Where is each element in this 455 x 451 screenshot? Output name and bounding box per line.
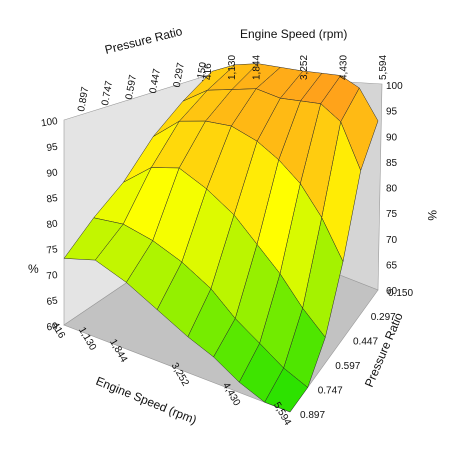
z-tick-right: 60 xyxy=(386,286,398,297)
y-tick-top: 0.597 xyxy=(124,74,139,101)
surface-cell xyxy=(63,217,124,261)
z-axis-title-right: % xyxy=(425,210,439,221)
x-tick-top: 416 xyxy=(203,63,214,80)
x-axis-title-top: Engine Speed (rpm) xyxy=(240,27,347,41)
z-tick-right: 95 xyxy=(386,107,398,118)
z-tick-left: 70 xyxy=(46,270,59,283)
z-tick-left: 75 xyxy=(46,244,59,257)
y-tick-bottom: 0.897 xyxy=(300,410,325,421)
z-tick-right: 90 xyxy=(386,132,398,143)
y-tick-bottom: 0.150 xyxy=(388,288,413,299)
x-tick-top: 3,252 xyxy=(299,55,310,80)
z-tick-right: 100 xyxy=(386,81,403,92)
y-tick-bottom: 0.747 xyxy=(318,386,343,397)
y-tick-top: 0.297 xyxy=(172,61,187,88)
y-tick-bottom: 0.447 xyxy=(353,337,378,348)
y-tick-bottom: 0.297 xyxy=(371,312,396,323)
z-tick-right: 65 xyxy=(386,260,398,271)
surface-mesh xyxy=(63,63,379,413)
y-axis-title-top: Pressure Ratio xyxy=(103,24,184,57)
z-tick-left: 65 xyxy=(46,295,59,308)
z-tick-right: 75 xyxy=(386,209,398,220)
z-tick-left: 95 xyxy=(46,142,59,155)
x-tick-top: 4,430 xyxy=(339,55,350,80)
x-tick-top: 5,594 xyxy=(378,55,389,80)
y-tick-top: 0.447 xyxy=(148,67,163,94)
z-axis-title-left: % xyxy=(28,262,39,276)
y-tick-top: 0.747 xyxy=(100,80,115,107)
z-tick-right: 80 xyxy=(386,184,398,195)
x-tick-top: 1,844 xyxy=(251,55,262,80)
y-tick-bottom: 0.597 xyxy=(335,361,360,372)
z-tick-right: 70 xyxy=(386,235,398,246)
y-tick-top: 0.897 xyxy=(76,86,91,113)
z-tick-left: 100 xyxy=(40,116,58,129)
z-tick-left: 60 xyxy=(46,321,59,334)
x-tick-top: 1,130 xyxy=(227,55,238,80)
z-tick-left: 80 xyxy=(46,219,59,232)
z-tick-right: 85 xyxy=(386,158,398,169)
y-tick-top: .150 xyxy=(195,61,209,83)
z-tick-left: 85 xyxy=(46,193,59,206)
z-tick-left: 90 xyxy=(46,167,59,180)
